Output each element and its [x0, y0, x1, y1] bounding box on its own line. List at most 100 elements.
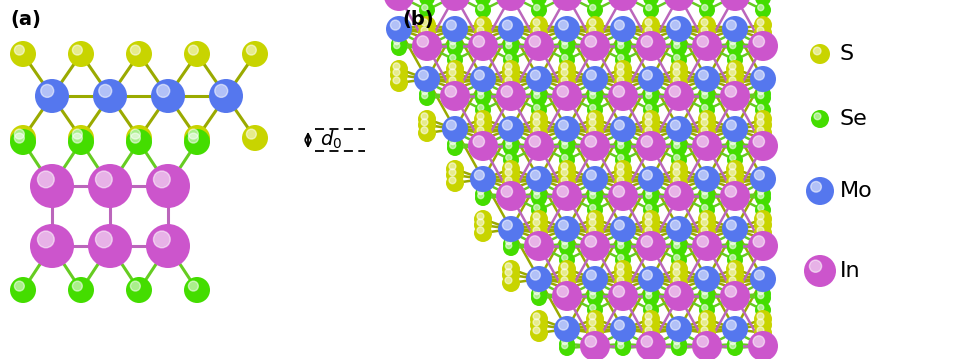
- Circle shape: [673, 139, 679, 145]
- Circle shape: [696, 336, 708, 347]
- Circle shape: [747, 131, 778, 161]
- Circle shape: [392, 69, 399, 76]
- Circle shape: [477, 188, 483, 195]
- Circle shape: [645, 113, 651, 120]
- Circle shape: [502, 66, 519, 84]
- Circle shape: [700, 233, 707, 240]
- Circle shape: [533, 289, 539, 295]
- Circle shape: [756, 227, 763, 234]
- Circle shape: [645, 213, 651, 220]
- Circle shape: [614, 220, 624, 230]
- Circle shape: [530, 286, 547, 302]
- Circle shape: [726, 160, 743, 178]
- Circle shape: [505, 269, 511, 276]
- Circle shape: [587, 102, 602, 118]
- Circle shape: [532, 327, 539, 334]
- Circle shape: [530, 202, 547, 218]
- Circle shape: [754, 290, 771, 306]
- Circle shape: [561, 339, 567, 345]
- Circle shape: [696, 136, 708, 147]
- Circle shape: [530, 0, 547, 6]
- Circle shape: [557, 274, 575, 292]
- Circle shape: [701, 192, 707, 199]
- Circle shape: [673, 227, 679, 233]
- Circle shape: [72, 45, 82, 55]
- Circle shape: [673, 339, 679, 345]
- Circle shape: [753, 116, 772, 134]
- Circle shape: [613, 260, 632, 278]
- Circle shape: [560, 277, 567, 284]
- Circle shape: [670, 340, 687, 356]
- Circle shape: [473, 30, 492, 48]
- Circle shape: [617, 327, 623, 333]
- Circle shape: [752, 136, 764, 147]
- Circle shape: [727, 240, 742, 256]
- Circle shape: [638, 166, 663, 192]
- Circle shape: [503, 52, 518, 68]
- Circle shape: [645, 233, 651, 240]
- Circle shape: [557, 180, 575, 198]
- Circle shape: [557, 260, 575, 278]
- Circle shape: [614, 224, 631, 240]
- Circle shape: [557, 74, 575, 92]
- Circle shape: [447, 24, 463, 40]
- Circle shape: [691, 231, 721, 261]
- Circle shape: [665, 16, 691, 42]
- Circle shape: [636, 231, 665, 261]
- Circle shape: [672, 283, 679, 290]
- Circle shape: [414, 66, 439, 92]
- Circle shape: [645, 188, 651, 195]
- Circle shape: [530, 0, 547, 2]
- Circle shape: [589, 276, 596, 283]
- Circle shape: [607, 0, 638, 11]
- Circle shape: [617, 43, 623, 48]
- Circle shape: [422, 76, 427, 83]
- Circle shape: [616, 269, 623, 276]
- Circle shape: [156, 84, 169, 97]
- Circle shape: [533, 188, 539, 195]
- Circle shape: [757, 188, 763, 195]
- Circle shape: [757, 276, 763, 283]
- Circle shape: [697, 224, 715, 242]
- Circle shape: [697, 110, 715, 128]
- Circle shape: [642, 216, 659, 234]
- Circle shape: [476, 219, 483, 226]
- Circle shape: [506, 38, 511, 45]
- Circle shape: [586, 170, 596, 180]
- Circle shape: [586, 224, 603, 242]
- Circle shape: [691, 131, 721, 161]
- Circle shape: [246, 45, 256, 55]
- Circle shape: [669, 66, 688, 84]
- Circle shape: [729, 69, 735, 76]
- Circle shape: [532, 313, 539, 320]
- Circle shape: [663, 81, 693, 111]
- Circle shape: [643, 2, 658, 18]
- Circle shape: [589, 188, 596, 195]
- Circle shape: [506, 155, 511, 160]
- Circle shape: [697, 170, 707, 180]
- Circle shape: [700, 19, 707, 26]
- Circle shape: [390, 24, 407, 40]
- Circle shape: [665, 316, 691, 342]
- Circle shape: [645, 276, 651, 283]
- Circle shape: [669, 260, 688, 278]
- Circle shape: [446, 80, 464, 98]
- Circle shape: [558, 136, 574, 152]
- Circle shape: [558, 124, 574, 140]
- Circle shape: [641, 336, 651, 347]
- Circle shape: [643, 274, 658, 290]
- Circle shape: [613, 80, 632, 98]
- Circle shape: [126, 277, 152, 303]
- Circle shape: [449, 63, 456, 70]
- Circle shape: [749, 166, 776, 192]
- Circle shape: [558, 140, 574, 156]
- Circle shape: [474, 74, 491, 90]
- Circle shape: [533, 89, 539, 95]
- Circle shape: [673, 243, 679, 249]
- Circle shape: [726, 274, 743, 292]
- Text: (b): (b): [402, 10, 433, 29]
- Circle shape: [617, 342, 623, 349]
- Circle shape: [668, 86, 680, 97]
- Circle shape: [476, 227, 483, 234]
- Circle shape: [530, 186, 547, 202]
